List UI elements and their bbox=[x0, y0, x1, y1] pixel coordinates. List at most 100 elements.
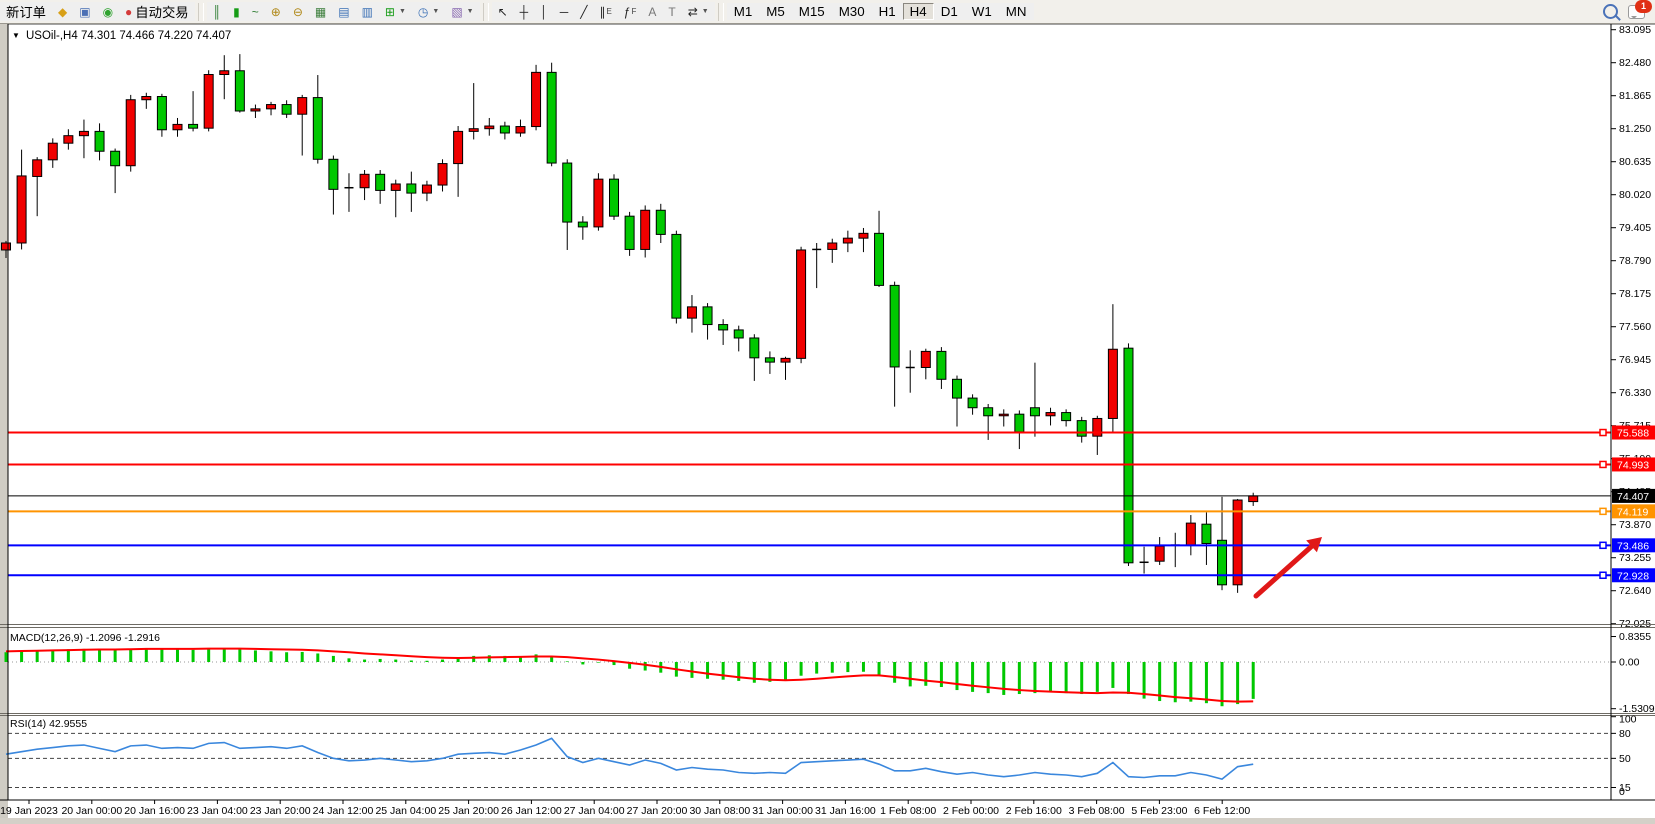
macd-bar bbox=[799, 662, 803, 676]
fibonacci-icon-sub: F bbox=[631, 7, 637, 16]
candle bbox=[172, 117, 183, 137]
time-axis-label: 5 Feb 23:00 bbox=[1131, 805, 1187, 817]
market-watch-button[interactable]: ▣ bbox=[73, 2, 97, 21]
line-handle[interactable] bbox=[1599, 571, 1607, 580]
trend-arrow[interactable] bbox=[1253, 543, 1315, 599]
candle-body bbox=[515, 126, 526, 134]
channel-button[interactable]: ∥ E bbox=[593, 2, 618, 21]
profile-button[interactable]: ◆ bbox=[51, 2, 74, 21]
new-order-button[interactable]: 新订单 bbox=[0, 2, 52, 21]
timeframe-h4[interactable]: H4 bbox=[902, 3, 934, 20]
price-tick-label: 80.635 bbox=[1619, 156, 1651, 168]
price-line-label bbox=[1612, 504, 1655, 519]
candle bbox=[733, 325, 744, 352]
timeframe-h1[interactable]: H1 bbox=[871, 3, 903, 20]
line-handle[interactable] bbox=[1599, 428, 1607, 437]
macd-bar bbox=[628, 662, 632, 669]
timeframe-m15[interactable]: M15 bbox=[791, 3, 832, 20]
autotrade-button[interactable]: ● 自动交易 bbox=[119, 2, 195, 21]
tile-windows-button[interactable]: ▦ bbox=[308, 2, 333, 21]
macd-bar bbox=[207, 648, 211, 662]
candle bbox=[375, 170, 386, 204]
candle-body bbox=[1217, 539, 1228, 586]
label-button[interactable]: T bbox=[662, 2, 682, 21]
horizontal-line-button[interactable]: ─ bbox=[553, 2, 575, 21]
macd-bar bbox=[1158, 662, 1162, 702]
line-handle[interactable] bbox=[1599, 507, 1607, 516]
chevron-down-icon[interactable]: ▼ bbox=[701, 8, 709, 15]
signals-button[interactable]: ◉ bbox=[96, 2, 120, 21]
macd-bar bbox=[269, 651, 273, 662]
timeframe-d1[interactable]: D1 bbox=[933, 3, 965, 20]
arrows-tool-button[interactable]: ⇄ ▼ bbox=[681, 2, 715, 21]
candle bbox=[718, 319, 729, 345]
line-handle[interactable] bbox=[1599, 541, 1607, 550]
macd-bar bbox=[82, 648, 86, 662]
trendline-button[interactable]: ╱ bbox=[574, 2, 594, 21]
candlestick-button[interactable]: ▮ bbox=[227, 2, 246, 21]
price-line-label-text: 75.588 bbox=[1617, 428, 1649, 440]
window-left-edge bbox=[0, 24, 8, 824]
macd-bar bbox=[846, 662, 850, 673]
macd-bar bbox=[550, 657, 554, 662]
candle bbox=[1107, 304, 1118, 432]
candle-body bbox=[1185, 522, 1196, 546]
cascade-windows-button[interactable]: ▥ bbox=[355, 2, 379, 21]
text-icon: A bbox=[648, 4, 657, 19]
price-tick-label: 72.640 bbox=[1619, 585, 1651, 597]
search-icon[interactable] bbox=[1603, 4, 1618, 19]
chevron-down-icon[interactable]: ▼ bbox=[432, 8, 440, 15]
toolbar-left-icons: ◆ ▣ ◉ bbox=[51, 2, 120, 21]
candle bbox=[686, 295, 697, 333]
macd-bar bbox=[394, 659, 398, 662]
zoom-in-button[interactable]: ⊕ bbox=[264, 2, 287, 21]
notification-badge: 1 bbox=[1635, 0, 1652, 13]
chevron-down-icon[interactable]: ▼ bbox=[398, 8, 406, 15]
timeframe-w1[interactable]: W1 bbox=[964, 3, 999, 20]
candle bbox=[203, 70, 214, 132]
chevron-down-icon[interactable]: ▼ bbox=[466, 8, 474, 15]
macd-bar bbox=[363, 659, 367, 662]
bar-chart-button[interactable]: ║ bbox=[206, 2, 228, 21]
chart-canvas[interactable]: 83.095 82.480 81.865 81.250 80.635 80.020 79.4… bbox=[0, 24, 1655, 824]
macd-bar bbox=[1033, 662, 1037, 694]
notifications-icon[interactable]: 1 bbox=[1628, 0, 1652, 19]
candle-body bbox=[78, 130, 89, 137]
macd-bar bbox=[830, 662, 834, 673]
channel-icon: ∥ bbox=[599, 4, 606, 19]
autotrade-icon: ● bbox=[125, 4, 133, 19]
template-button[interactable]: ▧ ▼ bbox=[445, 2, 480, 21]
text-button[interactable]: A bbox=[642, 2, 663, 21]
price-tick-label: 81.865 bbox=[1619, 90, 1651, 102]
timeframe-m1[interactable]: M1 bbox=[726, 3, 760, 20]
trend-arrow-head[interactable] bbox=[1306, 537, 1322, 553]
cursor-button[interactable]: ↖ bbox=[491, 2, 514, 21]
macd-bar bbox=[721, 662, 725, 680]
arrange-windows-icon: ▤ bbox=[338, 4, 350, 19]
crosshair-button[interactable]: ┼ bbox=[513, 2, 535, 21]
arrange-windows-button[interactable]: ▤ bbox=[332, 2, 356, 21]
zoom-in-icon: ⊕ bbox=[270, 4, 281, 19]
line-chart-button[interactable]: ~ bbox=[245, 2, 265, 21]
line-handle[interactable] bbox=[1599, 460, 1607, 469]
macd-tick-label: 0.00 bbox=[1619, 657, 1640, 669]
candle-body bbox=[437, 163, 448, 186]
vertical-line-button[interactable]: │ bbox=[534, 2, 554, 21]
candle-body bbox=[1154, 545, 1165, 562]
zoom-out-button[interactable]: ⊖ bbox=[286, 2, 309, 21]
period-clock-button[interactable]: ◷ ▼ bbox=[411, 2, 446, 21]
macd-bar bbox=[1220, 662, 1224, 707]
timeframe-m5[interactable]: M5 bbox=[759, 3, 792, 20]
timeframe-mn[interactable]: MN bbox=[998, 3, 1034, 20]
candle-body bbox=[1201, 523, 1212, 544]
macd-bar bbox=[409, 660, 413, 662]
period-clock-icon: ◷ bbox=[417, 4, 429, 19]
macd-bar bbox=[1095, 662, 1099, 692]
candle bbox=[546, 62, 557, 167]
macd-bar bbox=[784, 662, 787, 681]
timeframe-m30[interactable]: M30 bbox=[831, 3, 872, 20]
candle-body bbox=[562, 162, 573, 223]
new-chart-button[interactable]: ⊞ ▼ bbox=[378, 2, 412, 21]
macd-bar bbox=[565, 661, 569, 662]
